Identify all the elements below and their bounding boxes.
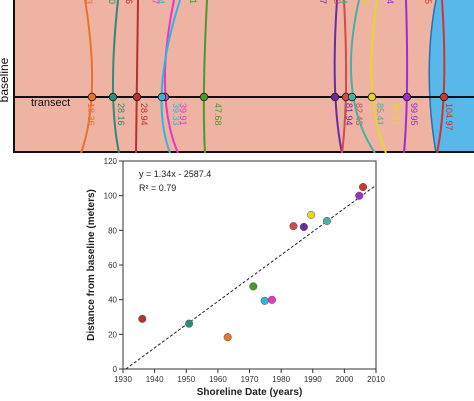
shoreline-date-label-5: 10/30/1974	[156, 0, 166, 4]
beach-area	[14, 0, 474, 153]
transect-intersection-11	[402, 92, 412, 102]
data-point-3	[223, 333, 232, 342]
y-tick-label-1: 20	[108, 330, 117, 339]
transect-intersection-10	[367, 92, 377, 102]
x-tick-label-4: 1970	[241, 375, 259, 384]
shoreline-date-label-2: 11/25/1950	[107, 0, 117, 4]
x-tick-label-5: 1980	[272, 375, 290, 384]
transect-intersection-12	[439, 92, 449, 102]
shoreline-line-4	[163, 0, 179, 154]
data-point-5	[260, 296, 269, 305]
x-tick-label-3: 1960	[209, 375, 227, 384]
x-tick-label-7: 2000	[335, 375, 353, 384]
shoreline-line-11	[403, 0, 409, 154]
data-point-1	[138, 314, 147, 323]
transect-intersection-5	[157, 92, 167, 102]
shoreline-distance-label-7: 81.94	[344, 103, 354, 126]
transect-intersection-9	[347, 92, 357, 102]
y-tick-label-4: 80	[108, 226, 117, 235]
shoreline-distance-label-6: 47.68	[213, 103, 223, 126]
equation-label: y = 1.34x - 2587.4	[139, 169, 211, 179]
shoreline-distance-label-12: 104.97	[444, 103, 454, 131]
shoreline-line-12	[436, 0, 446, 154]
transect-intersection-1	[87, 92, 97, 102]
shoreline-line-9	[349, 0, 376, 154]
shoreline-map: baseline transect 02/21/1963 18.36 11/25/195…	[0, 0, 474, 155]
shoreline-line-5	[160, 0, 181, 154]
x-tick-label-8: 2010	[367, 375, 385, 384]
shoreline-date-label-12: 12/06/2005	[423, 0, 433, 4]
shoreline-line-3	[135, 0, 139, 154]
x-tick-label-6: 1990	[304, 375, 322, 384]
y-axis-label: Distance from baseline (meters)	[86, 189, 97, 341]
y-tick-label-5: 100	[104, 192, 118, 201]
shoreline-distance-label-5: 39.33	[171, 103, 181, 126]
shoreline-date-label-1: 02/21/1963	[84, 0, 94, 4]
shoreline-line-1	[80, 0, 94, 154]
trendline	[125, 184, 377, 370]
baseline-label: baseline	[0, 57, 11, 102]
chart-background	[0, 155, 474, 401]
x-tick-label-0: 1930	[114, 375, 132, 384]
data-point-12	[358, 183, 368, 192]
y-tick-label-2: 40	[108, 296, 117, 305]
shoreline-line-10	[370, 0, 387, 154]
data-point-7	[289, 222, 298, 231]
shoreline-date-label-10: 06/23/1989	[360, 0, 370, 4]
data-point-6	[267, 295, 277, 304]
shoreline-distance-label-2: 28.16	[116, 103, 126, 126]
transect-intersection-3	[132, 92, 142, 102]
shoreline-distance-label-10: 88.91	[391, 103, 401, 126]
shoreline-line-8	[341, 0, 348, 154]
x-axis-label: Shoreline Date (years)	[197, 387, 303, 398]
shoreline-date-label-11: 09/21/2004	[385, 0, 395, 4]
y-tick-label-6: 120	[104, 157, 118, 166]
shoreline-scatter-chart: 1930 1940 1950 1960 1970 1980 1990 2000 2010 0 20 4…	[0, 155, 474, 401]
shoreline-date-label-8: 11/18/1983	[332, 0, 342, 4]
transect-intersection-6	[199, 92, 209, 102]
data-point-2	[185, 319, 194, 328]
shoreline-line-7	[333, 0, 343, 154]
shoreline-line-2	[111, 0, 120, 154]
shoreline-date-label-4: 01/26/1977	[150, 0, 160, 4]
x-tick-label-1: 1940	[146, 375, 164, 384]
transect-intersection-2	[108, 92, 118, 102]
shoreline-date-label-3: 02/08/1936	[124, 0, 134, 4]
transect-intersection-7	[330, 92, 340, 102]
shoreline-distance-label-8: 82.43	[354, 103, 364, 126]
water-area	[429, 0, 474, 153]
r-squared-label: R² = 0.79	[139, 183, 176, 193]
y-tick-label-3: 60	[108, 261, 117, 270]
data-point-11	[355, 191, 364, 200]
y-tick-label-0: 0	[113, 365, 118, 374]
data-point-4	[249, 282, 258, 291]
shoreline-date-label-7: 03/15/1987	[318, 0, 328, 4]
shoreline-distance-label-3: 28.94	[139, 103, 149, 126]
shoreline-line-6	[202, 0, 208, 154]
transect-label: transect	[31, 97, 70, 109]
shoreline-date-label-9: 06/24/1994	[339, 0, 349, 4]
water-edge	[428, 0, 437, 154]
shoreline-distance-label-1: 18.36	[86, 103, 96, 126]
shoreline-distance-label-9: 85.41	[375, 103, 385, 126]
data-point-9	[307, 210, 316, 219]
shoreline-date-label-6: 03/30/1971	[188, 0, 198, 4]
shoreline-distance-label-4: 39.91	[178, 103, 188, 126]
data-point-10	[322, 216, 332, 226]
data-point-8	[299, 222, 308, 232]
shoreline-distance-label-11: 99.95	[409, 103, 419, 126]
x-tick-label-2: 1950	[177, 375, 195, 384]
